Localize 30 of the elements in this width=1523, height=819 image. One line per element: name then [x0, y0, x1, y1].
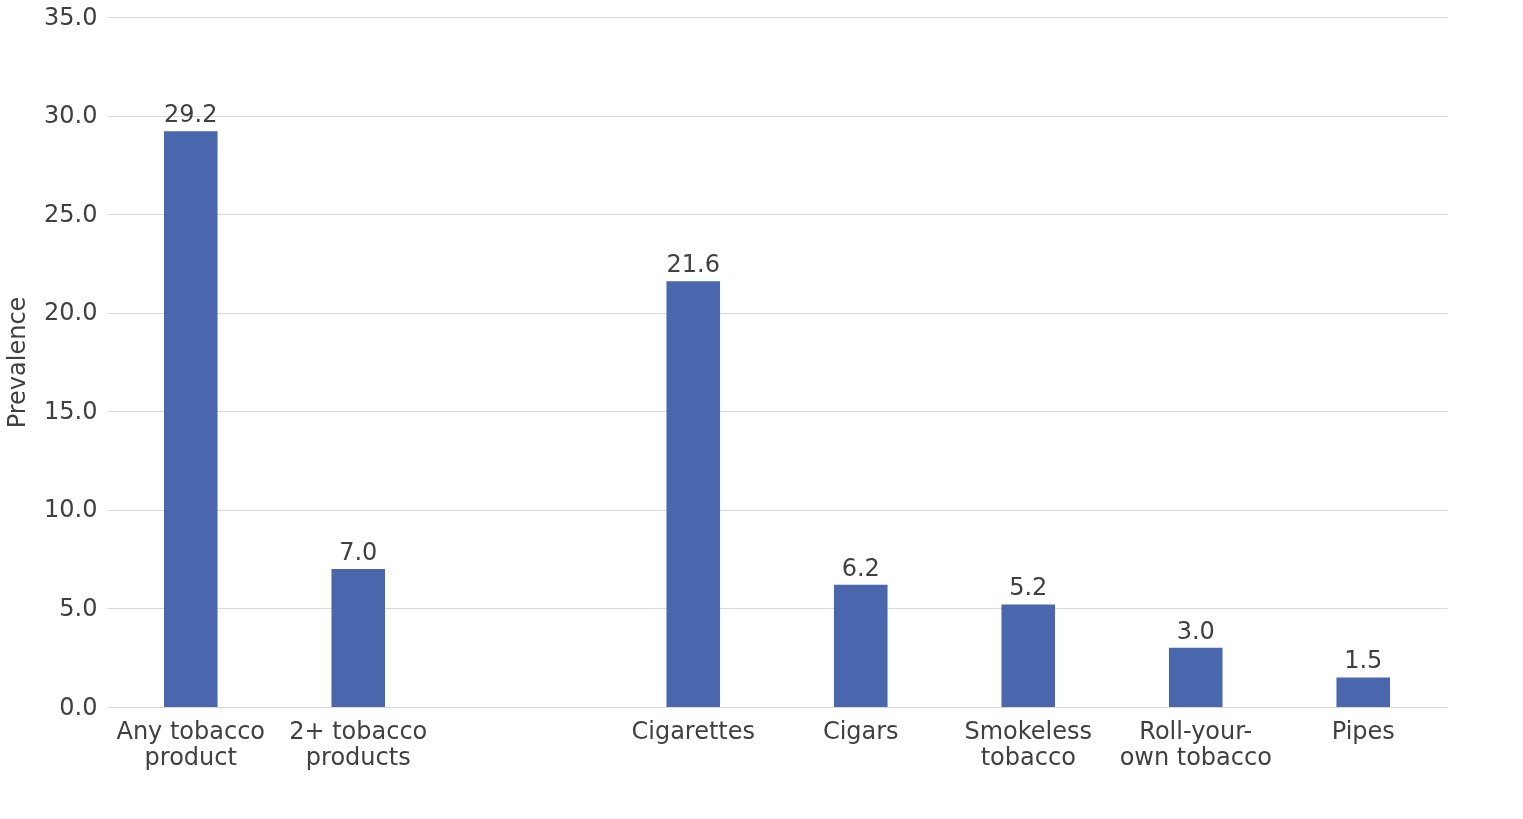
- x-tick-label: Smokeless tobacco: [964, 716, 1093, 771]
- bar: [1336, 677, 1391, 707]
- bar: [1001, 604, 1056, 707]
- bar: [331, 569, 386, 707]
- data-label: 3.0: [1176, 616, 1215, 645]
- y-tick-label: 5.0: [59, 593, 98, 622]
- y-tick-label: 0.0: [59, 692, 98, 721]
- x-tick-label: Pipes: [1331, 716, 1395, 745]
- y-tick-label: 35.0: [44, 2, 98, 31]
- x-tick-label: 2+ tobacco products: [289, 716, 428, 771]
- data-label: 1.5: [1344, 646, 1383, 675]
- bar: [833, 584, 888, 707]
- data-label: 6.2: [841, 553, 880, 582]
- bar: [666, 281, 721, 707]
- y-tick-label: 15.0: [44, 396, 98, 425]
- y-tick-label: 25.0: [44, 199, 98, 228]
- y-tick-label: 10.0: [44, 495, 98, 524]
- bar: [163, 131, 218, 707]
- bar: [1168, 647, 1223, 707]
- data-label: 21.6: [666, 250, 720, 279]
- x-tick-label: Cigars: [822, 716, 899, 745]
- y-tick-label: 30.0: [44, 101, 98, 130]
- x-tick-label: Roll-your-own tobacco: [1119, 716, 1272, 771]
- x-tick-label: Any tobacco product: [116, 716, 266, 771]
- x-tick-label: Cigarettes: [631, 716, 756, 745]
- y-axis-title: Prevalence: [3, 296, 32, 429]
- y-tick-label: 20.0: [44, 298, 98, 327]
- data-label: 5.2: [1009, 573, 1048, 602]
- data-label: 7.0: [339, 538, 378, 566]
- data-label: 29.2: [164, 100, 218, 129]
